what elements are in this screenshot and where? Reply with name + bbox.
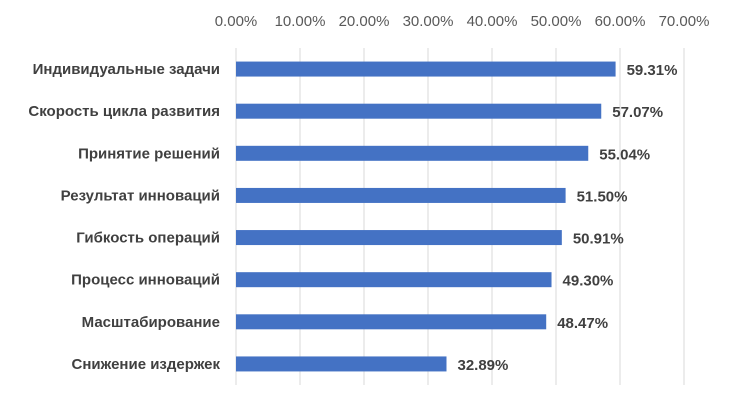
x-tick-label: 70.00% [659,13,710,30]
bar [236,61,616,77]
bar [236,356,447,372]
x-tick-label: 40.00% [467,13,518,30]
bar [236,230,562,246]
y-tick-label: Результат инноваций [61,187,220,204]
x-tick-label: 60.00% [595,13,646,30]
bar [236,145,589,161]
y-tick-label: Процесс инноваций [71,272,220,289]
x-tick-label: 20.00% [339,13,390,30]
bar [236,103,602,119]
data-label: 57.07% [612,104,663,121]
data-label: 59.31% [627,62,678,79]
bar [236,314,547,330]
data-label: 32.89% [457,357,508,374]
data-label: 55.04% [599,146,650,163]
x-tick-label: 30.00% [403,13,454,30]
bar [236,187,566,203]
y-tick-label: Масштабирование [82,314,220,331]
data-label: 51.50% [577,188,628,205]
bar [236,272,552,288]
y-tick-label: Снижение издержек [72,356,221,373]
y-tick-label: Скорость цикла развития [28,103,220,120]
y-tick-label: Гибкость операций [76,230,220,247]
y-tick-label: Принятие решений [78,145,220,162]
x-tick-label: 0.00% [215,13,258,30]
x-tick-label: 50.00% [531,13,582,30]
data-label: 50.91% [573,231,624,248]
x-tick-label: 10.00% [275,13,326,30]
y-tick-label: Индивидуальные задачи [33,61,220,78]
data-label: 49.30% [563,273,614,290]
data-label: 48.47% [557,315,608,332]
